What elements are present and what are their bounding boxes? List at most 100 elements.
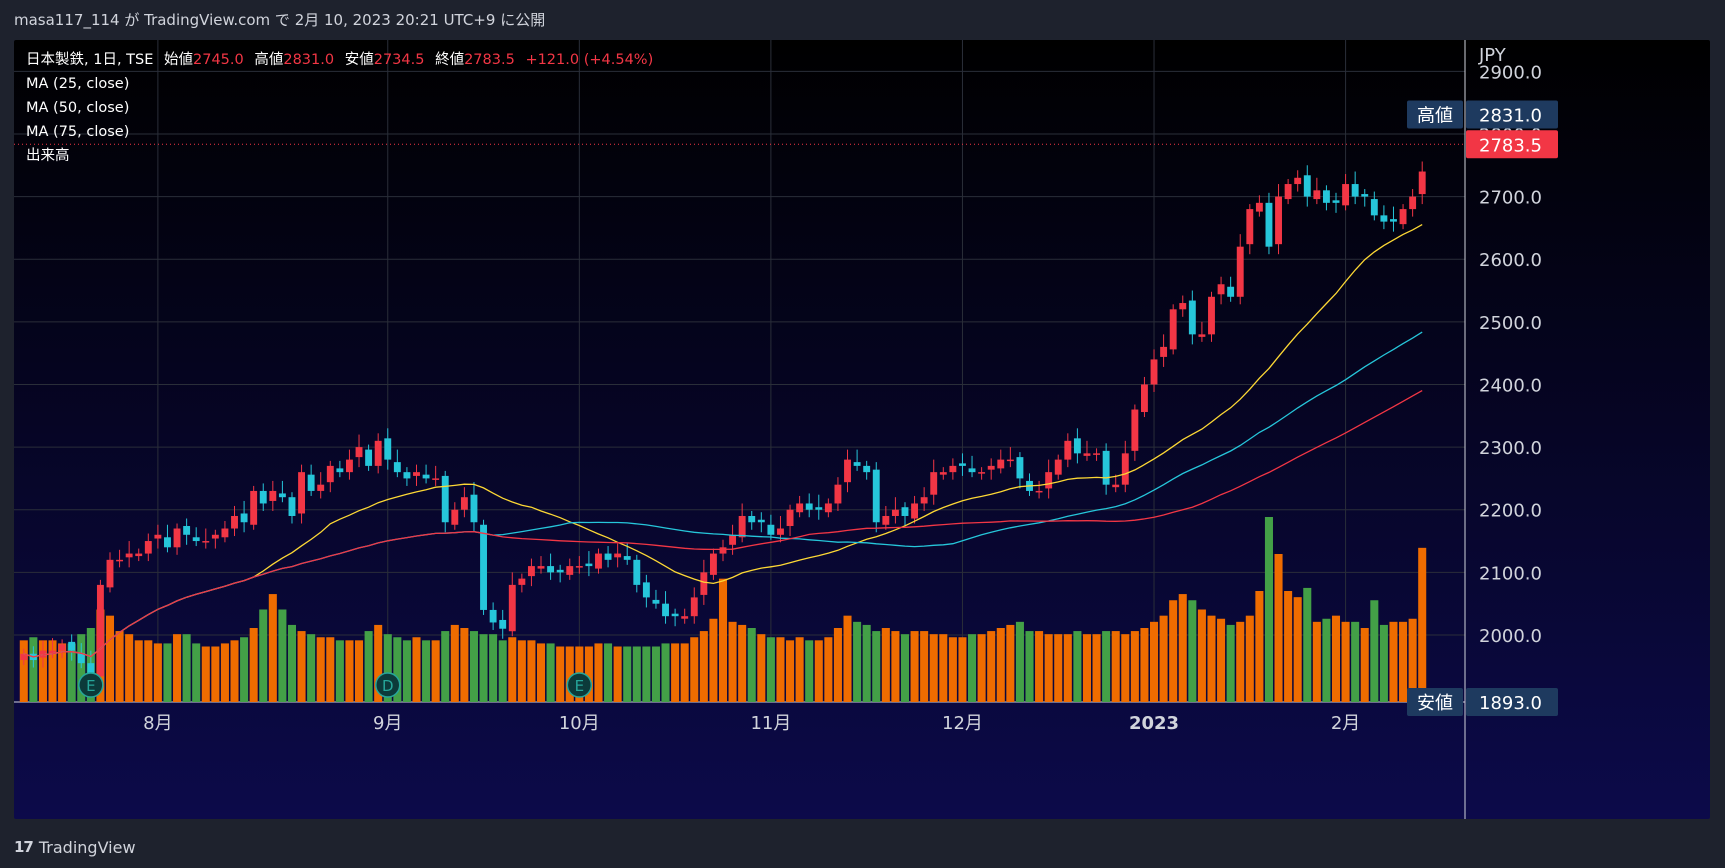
candle-body bbox=[164, 537, 171, 548]
candle-body bbox=[1399, 209, 1407, 225]
legend-ma25[interactable]: MA (25, close) bbox=[26, 76, 130, 92]
candle-body bbox=[125, 553, 133, 558]
legend-low-value: 2734.5 bbox=[373, 52, 425, 68]
candle-body bbox=[537, 566, 545, 569]
volume-bar bbox=[326, 637, 335, 702]
candle-body bbox=[949, 465, 957, 473]
volume-bar bbox=[1140, 628, 1149, 702]
volume-bar bbox=[1389, 621, 1398, 702]
high-price-tag-value: 2831.0 bbox=[1479, 106, 1542, 127]
volume-bar bbox=[786, 640, 795, 702]
volume-bar bbox=[632, 646, 641, 702]
volume-bar bbox=[1245, 615, 1254, 702]
candle-body bbox=[154, 534, 162, 539]
candle-body bbox=[844, 459, 851, 483]
candle-body bbox=[173, 528, 181, 548]
y-tick-label: 2700.0 bbox=[1479, 188, 1542, 209]
candle-body bbox=[1303, 175, 1311, 197]
low-price-tag-tag-box bbox=[1407, 688, 1463, 716]
volume-bar bbox=[929, 634, 938, 702]
candle-body bbox=[1284, 184, 1292, 200]
volume-bar bbox=[278, 609, 287, 702]
event-marker-icon bbox=[78, 672, 104, 698]
legend-ma75[interactable]: MA (75, close) bbox=[26, 124, 130, 140]
volume-bar bbox=[1341, 621, 1350, 702]
last-price-tag-value: 2783.5 bbox=[1479, 135, 1542, 156]
volume-bar bbox=[1331, 615, 1341, 702]
volume-bar bbox=[1169, 600, 1178, 702]
candle-body bbox=[997, 459, 1005, 469]
candle-body bbox=[1265, 202, 1273, 247]
volume-bar bbox=[776, 637, 785, 702]
candle-body bbox=[1332, 200, 1340, 203]
low-price-tag-tag: 安値 bbox=[1417, 693, 1453, 714]
volume-bar bbox=[642, 646, 651, 702]
candle-body bbox=[1093, 453, 1100, 455]
volume-bar bbox=[1284, 591, 1293, 702]
volume-bar bbox=[412, 637, 421, 702]
candle-body bbox=[499, 619, 507, 629]
x-axis-label: 10月 bbox=[559, 713, 600, 734]
volume-bar bbox=[604, 643, 613, 702]
volume-bar bbox=[1073, 631, 1082, 702]
volume-bar bbox=[1351, 621, 1360, 702]
volume-bar bbox=[872, 631, 881, 702]
candle-body bbox=[336, 468, 344, 473]
volume-bar bbox=[115, 631, 124, 702]
candle-body bbox=[441, 475, 449, 523]
y-tick-label: 2500.0 bbox=[1479, 313, 1542, 334]
volume-bar bbox=[690, 637, 699, 702]
volume-bar bbox=[584, 646, 593, 702]
candle-body bbox=[796, 503, 804, 513]
volume-bar bbox=[527, 640, 536, 702]
volume-bar bbox=[1054, 634, 1063, 702]
volume-bar bbox=[517, 640, 526, 702]
candle-body bbox=[614, 553, 622, 558]
price-chart[interactable]: 2900.02800.02700.02600.02500.02400.02300… bbox=[14, 40, 1710, 819]
event-marker-icon bbox=[566, 672, 593, 698]
footer-brand: TradingView bbox=[38, 837, 136, 857]
volume-bar bbox=[355, 640, 364, 702]
candle-body bbox=[681, 616, 689, 619]
legend-high-value: 2831.0 bbox=[283, 52, 335, 68]
volume-bar bbox=[795, 637, 804, 702]
volume-bar bbox=[920, 631, 929, 702]
candle-body bbox=[49, 650, 56, 654]
candle-body bbox=[824, 503, 832, 513]
volume-bar bbox=[383, 634, 392, 702]
candle-body bbox=[231, 515, 238, 529]
volume-bar bbox=[460, 628, 469, 702]
x-axis-label: 2月 bbox=[1331, 713, 1360, 734]
volume-bar bbox=[1236, 621, 1245, 702]
volume-bar bbox=[900, 634, 910, 702]
candle-body bbox=[1169, 309, 1177, 350]
volume-bar bbox=[1082, 634, 1091, 702]
candle-body bbox=[144, 541, 152, 554]
legend-ohlc-row: 日本製鉄, 1日, TSE 始値2745.0 高値2831.0 安値2734.5… bbox=[26, 48, 653, 72]
volume-bar bbox=[192, 643, 201, 702]
candle-body bbox=[690, 597, 698, 617]
volume-bar bbox=[651, 646, 660, 702]
tradingview-logo-icon: 17 bbox=[14, 838, 34, 856]
volume-bar bbox=[450, 624, 459, 702]
candle-body bbox=[777, 528, 784, 535]
candle-body bbox=[192, 537, 200, 542]
legend-volume[interactable]: 出来高 bbox=[26, 148, 70, 164]
volume-bar bbox=[1015, 621, 1024, 702]
candle-body bbox=[585, 563, 593, 567]
candle-body bbox=[930, 472, 938, 495]
y-tick-label: 2300.0 bbox=[1479, 438, 1542, 459]
candle-body bbox=[834, 484, 842, 504]
y-tick-label: 2000.0 bbox=[1479, 626, 1542, 647]
candle-body bbox=[911, 503, 919, 519]
x-axis-label: 12月 bbox=[942, 713, 983, 734]
footer-branding[interactable]: 17 TradingView bbox=[14, 836, 136, 858]
chart-panel[interactable]: 2900.02800.02700.02600.02500.02400.02300… bbox=[14, 40, 1710, 819]
legend-ma50[interactable]: MA (50, close) bbox=[26, 100, 130, 116]
volume-bar bbox=[498, 640, 507, 702]
candle-body bbox=[1150, 359, 1158, 385]
candle-body bbox=[700, 572, 708, 595]
volume-bar bbox=[1264, 517, 1273, 702]
low-price-tag-box bbox=[1466, 688, 1558, 716]
candle-body bbox=[470, 494, 478, 523]
